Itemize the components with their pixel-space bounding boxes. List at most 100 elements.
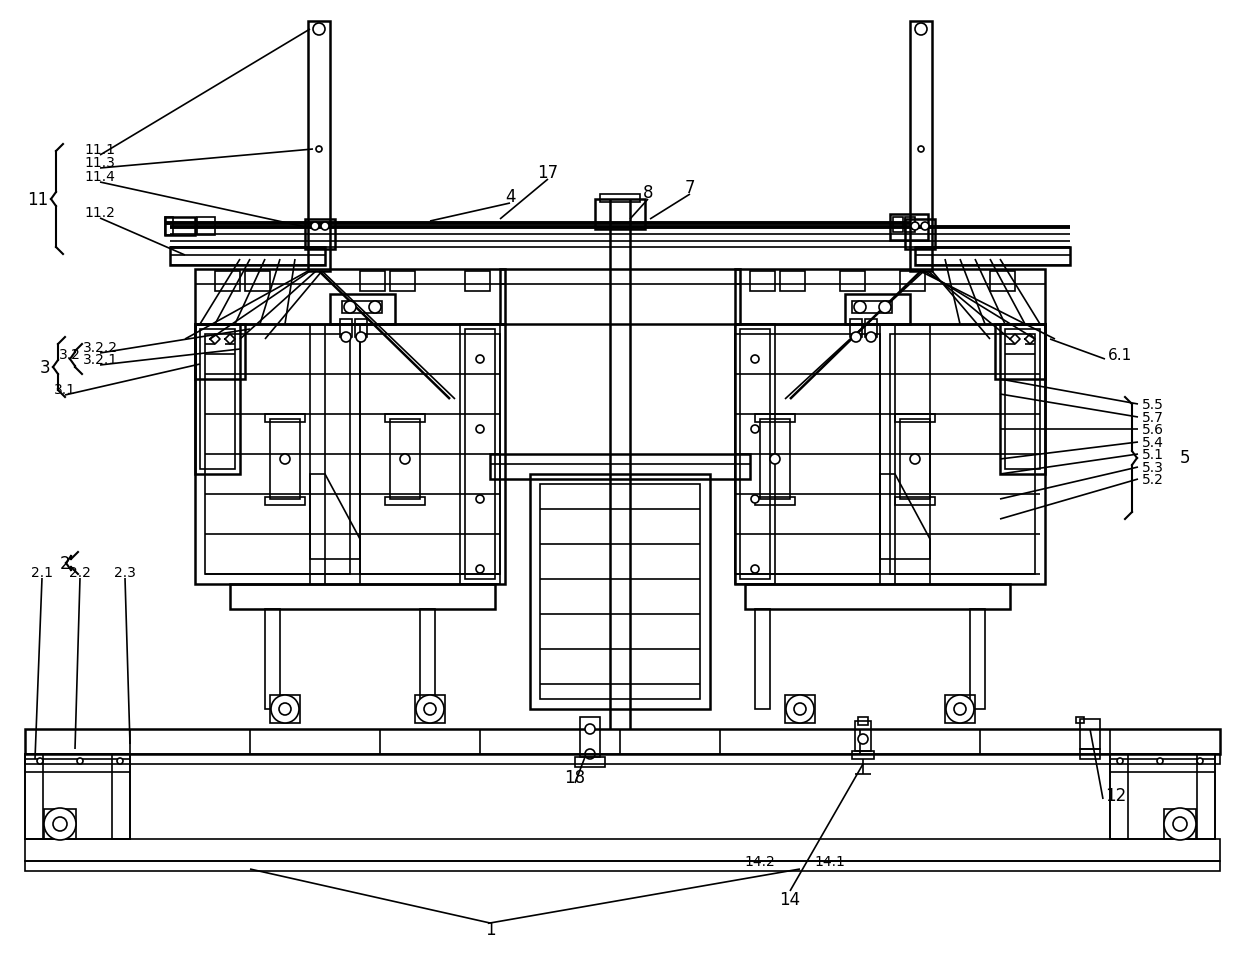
Circle shape — [117, 758, 123, 764]
Bar — [595, 200, 645, 230]
Bar — [785, 695, 815, 724]
Circle shape — [401, 455, 410, 464]
Text: 2: 2 — [60, 554, 71, 573]
Text: 5.6: 5.6 — [1142, 423, 1164, 436]
Circle shape — [866, 333, 875, 343]
Bar — [165, 218, 195, 235]
Text: 8: 8 — [642, 184, 653, 202]
Bar — [25, 839, 1220, 861]
Circle shape — [316, 147, 322, 153]
Bar — [750, 272, 775, 292]
Text: 5: 5 — [1179, 449, 1190, 466]
Bar — [43, 809, 76, 839]
Bar — [246, 272, 270, 292]
Bar — [970, 609, 985, 709]
Bar — [539, 484, 701, 700]
Bar — [600, 195, 640, 203]
Bar — [895, 498, 935, 505]
Bar — [580, 717, 600, 757]
Text: 5.4: 5.4 — [1142, 435, 1164, 450]
Circle shape — [280, 455, 290, 464]
Circle shape — [476, 565, 484, 574]
Circle shape — [1197, 758, 1203, 764]
Bar — [215, 272, 241, 292]
Bar — [1164, 809, 1197, 839]
Circle shape — [415, 695, 444, 724]
Bar — [270, 695, 300, 724]
Text: 18: 18 — [564, 768, 585, 786]
Bar — [229, 584, 495, 609]
Bar — [465, 272, 490, 292]
Bar — [900, 272, 925, 292]
Bar — [910, 22, 932, 272]
Bar — [735, 325, 775, 584]
Circle shape — [911, 223, 919, 231]
Bar — [999, 325, 1045, 475]
Bar — [308, 22, 330, 272]
Circle shape — [879, 302, 892, 313]
Bar — [895, 414, 935, 423]
Bar — [195, 325, 241, 475]
Bar — [195, 325, 246, 380]
Bar — [900, 420, 930, 500]
Text: 5.2: 5.2 — [1142, 473, 1164, 486]
Bar — [575, 757, 605, 767]
Circle shape — [858, 734, 868, 744]
Bar — [735, 325, 1045, 584]
Circle shape — [770, 455, 780, 464]
Bar — [1197, 754, 1215, 839]
Bar — [340, 320, 352, 337]
Circle shape — [786, 695, 813, 724]
Bar — [1004, 330, 1040, 470]
Text: 14.1: 14.1 — [815, 854, 846, 868]
Text: 2.3: 2.3 — [114, 565, 136, 579]
Text: 11.4: 11.4 — [84, 170, 115, 184]
Bar — [270, 420, 300, 500]
Bar — [25, 754, 130, 839]
Bar — [205, 334, 350, 575]
Text: 6.1: 6.1 — [1109, 347, 1132, 362]
Bar — [890, 334, 1035, 575]
Bar — [760, 420, 790, 500]
Circle shape — [851, 333, 861, 343]
Circle shape — [476, 426, 484, 433]
Text: 3.2.1: 3.2.1 — [82, 353, 118, 366]
Text: 11.3: 11.3 — [84, 156, 115, 170]
Bar — [265, 498, 305, 505]
Text: 3.2.2: 3.2.2 — [83, 340, 118, 355]
Bar — [1076, 717, 1084, 724]
Bar — [25, 729, 1220, 754]
Text: 14: 14 — [780, 890, 801, 908]
Bar — [529, 475, 711, 709]
Bar — [197, 218, 215, 235]
Bar — [391, 420, 420, 500]
Bar — [360, 334, 500, 575]
Circle shape — [312, 24, 325, 36]
Bar — [265, 609, 280, 709]
Circle shape — [921, 223, 929, 231]
Bar — [25, 754, 43, 839]
Bar — [391, 272, 415, 292]
Bar — [915, 248, 1070, 266]
Bar — [890, 214, 928, 241]
Circle shape — [77, 758, 83, 764]
Bar — [866, 320, 877, 337]
Bar — [905, 218, 915, 228]
Circle shape — [751, 426, 759, 433]
Circle shape — [854, 302, 866, 313]
Bar — [200, 330, 236, 470]
Circle shape — [1164, 808, 1197, 840]
Bar — [165, 218, 174, 235]
Bar — [990, 272, 1016, 292]
Circle shape — [751, 356, 759, 363]
Circle shape — [918, 147, 924, 153]
Bar — [112, 754, 130, 839]
Circle shape — [311, 223, 319, 231]
Bar — [1080, 719, 1100, 750]
Text: 3.2: 3.2 — [60, 348, 81, 361]
Text: 14.2: 14.2 — [745, 854, 775, 868]
Circle shape — [272, 695, 299, 724]
Text: 5.7: 5.7 — [1142, 410, 1164, 425]
Bar — [305, 220, 335, 250]
Bar — [465, 330, 495, 579]
